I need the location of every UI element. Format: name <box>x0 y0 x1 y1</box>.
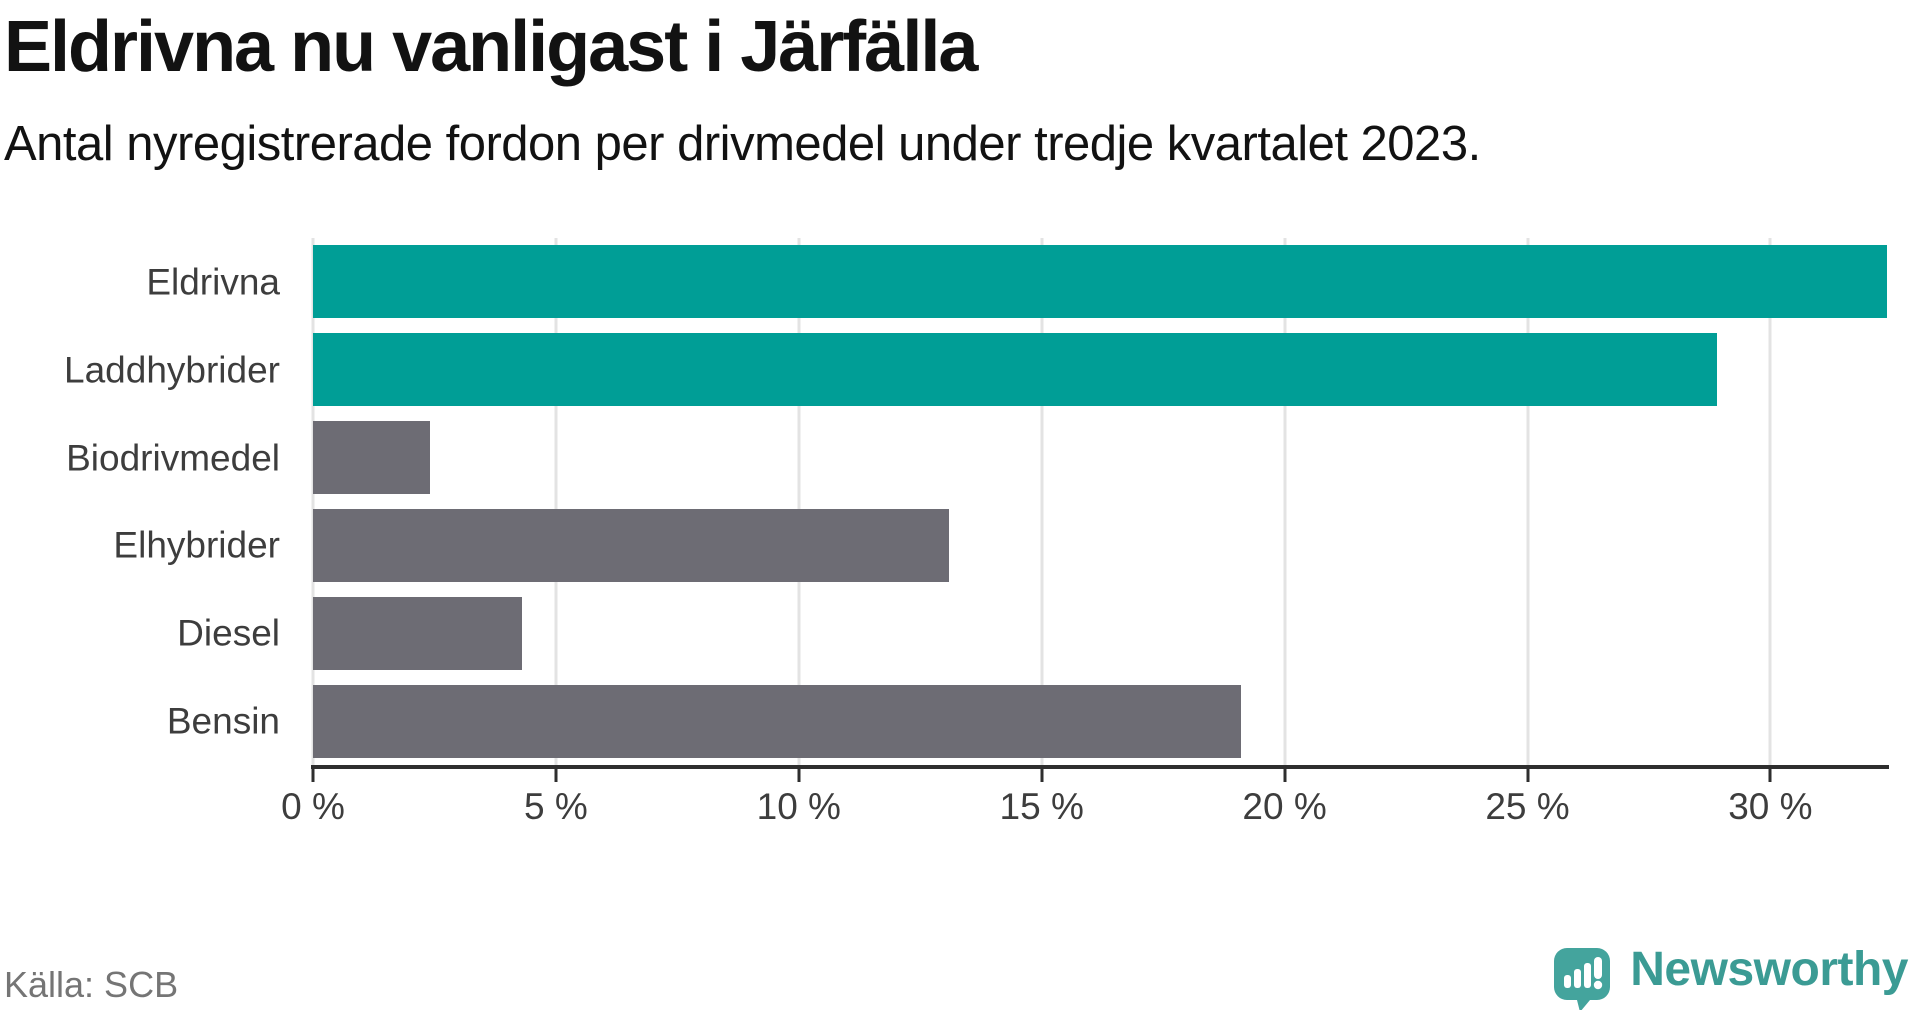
bar-biodrivmedel <box>313 421 430 495</box>
x-tick-label: 5 % <box>524 786 588 827</box>
chart-subtitle: Antal nyregistrerade fordon per drivmede… <box>4 117 1481 171</box>
x-tick <box>554 769 558 782</box>
newsworthy-logo-text: Newsworthy <box>1630 943 1908 996</box>
x-tick <box>1283 769 1287 782</box>
gridline <box>1526 238 1529 765</box>
x-tick-label: 20 % <box>1242 786 1327 827</box>
gridline <box>1040 238 1044 765</box>
x-tick-label: 30 % <box>1728 786 1813 827</box>
gridline <box>311 238 315 765</box>
bar-elhybrider <box>313 508 950 582</box>
x-tick <box>1526 769 1529 782</box>
x-ticks <box>311 769 1887 783</box>
gridline <box>797 238 801 765</box>
bar-label-elhybrider: Elhybrider <box>113 524 280 566</box>
x-tick <box>311 769 315 782</box>
bar-laddhybrider <box>313 333 1717 407</box>
x-tick-label: 25 % <box>1485 786 1570 827</box>
bar-label-biodrivmedel: Biodrivmedel <box>66 437 280 479</box>
source-text: Källa: SCB <box>4 964 179 1005</box>
x-tick-label: 10 % <box>756 786 841 827</box>
bar-bensin <box>313 684 1241 758</box>
gridline <box>554 238 558 765</box>
x-tick <box>1768 769 1772 782</box>
bar-label-bensin: Bensin <box>166 700 280 742</box>
newsworthy-logo: Newsworthy <box>1554 943 1908 1010</box>
bar-label-laddhybrider: Laddhybrider <box>64 349 280 391</box>
bar-eldrivna <box>313 245 1887 319</box>
x-tick-label: 15 % <box>999 786 1084 827</box>
x-axis-line <box>311 765 1889 769</box>
plot-area <box>311 238 1887 765</box>
gridline <box>1768 238 1772 765</box>
gridline <box>1283 238 1287 765</box>
newsworthy-logo-icon <box>1554 948 1611 1010</box>
bar-label-eldrivna: Eldrivna <box>146 261 280 303</box>
chart-title: Eldrivna nu vanligast i Järfälla <box>4 7 978 87</box>
category-labels: Eldrivna Laddhybrider Biodrivmedel Elhybrid… <box>0 238 280 765</box>
x-tick <box>1040 769 1044 782</box>
bar-diesel <box>313 596 522 670</box>
x-tick-label: 0 % <box>281 786 345 827</box>
bar-label-diesel: Diesel <box>177 612 280 654</box>
x-tick-labels: 0 % 5 % 10 % 15 % 20 % 25 % 30 % <box>281 786 1887 831</box>
x-tick <box>797 769 801 782</box>
